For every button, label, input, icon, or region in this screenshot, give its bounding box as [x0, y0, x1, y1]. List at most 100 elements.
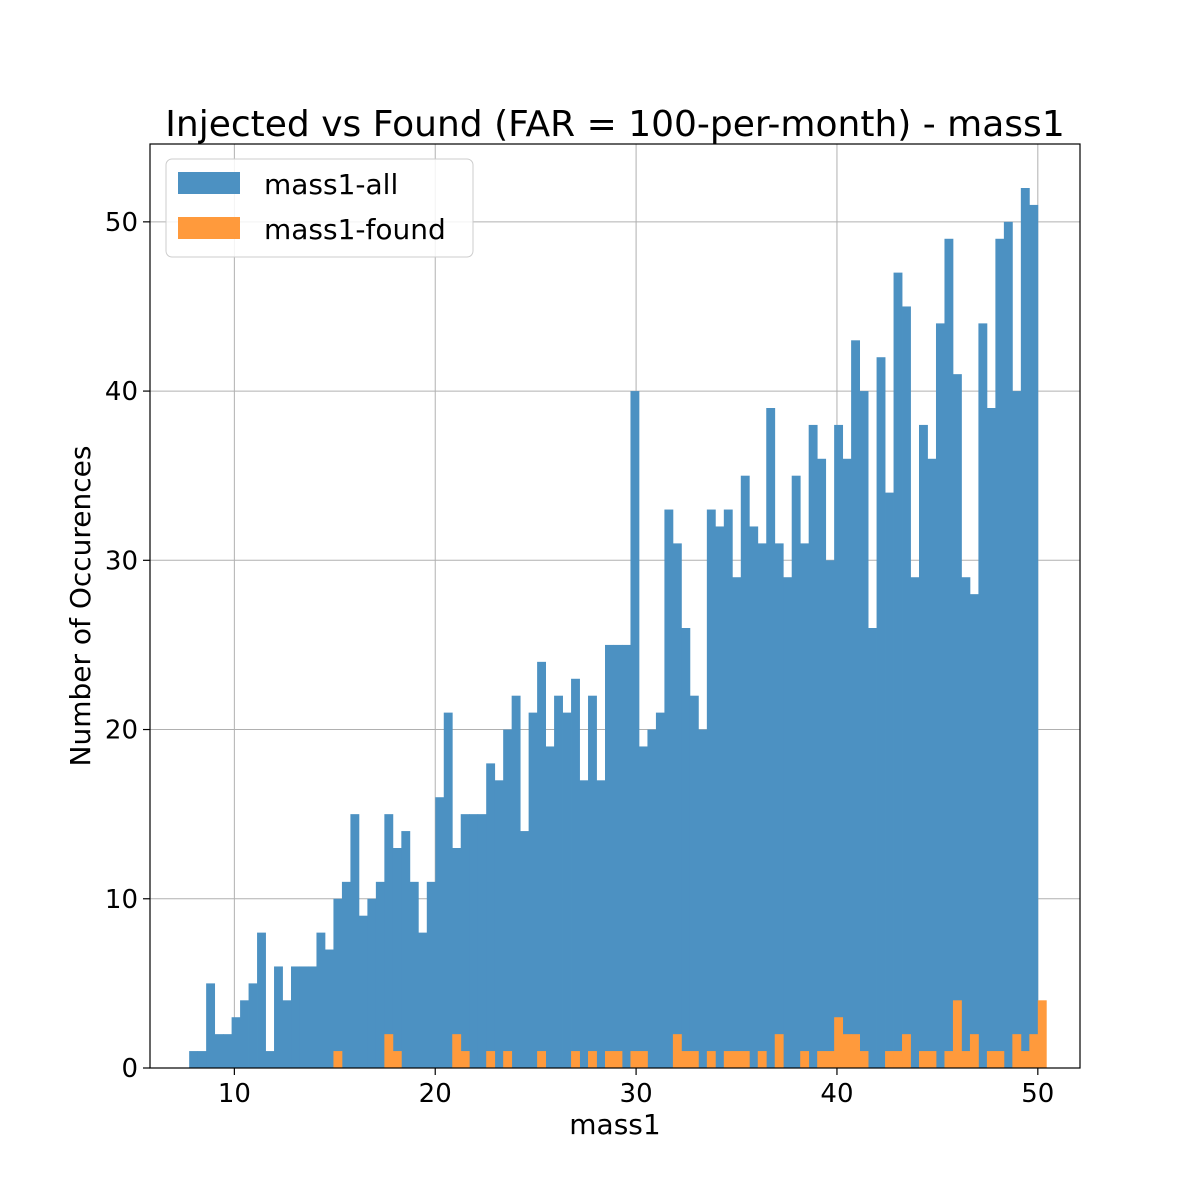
bar-mass1-all — [927, 458, 937, 1068]
bar-mass1-all — [324, 949, 334, 1068]
bar-mass1-found — [630, 1051, 640, 1068]
bar-mass1-found — [681, 1051, 691, 1068]
bar-mass1-all — [783, 577, 793, 1068]
bar-mass1-all — [486, 763, 496, 1068]
bar-mass1-found — [571, 1051, 580, 1068]
bar-mass1-all — [851, 340, 861, 1068]
bar-mass1-all — [588, 695, 597, 1068]
bar-mass1-all — [749, 526, 759, 1068]
bar-mass1-found — [672, 1034, 682, 1068]
bar-mass1-all — [299, 966, 309, 1068]
bar-mass1-all — [791, 475, 801, 1068]
bar-mass1-all — [231, 1017, 241, 1068]
bar-mass1-all — [528, 712, 538, 1068]
bar-mass1-all — [426, 881, 436, 1068]
y-tick-label: 10 — [105, 885, 138, 915]
bar-mass1-all — [961, 577, 971, 1068]
bar-mass1-all — [800, 543, 810, 1068]
y-tick-label: 50 — [105, 208, 138, 238]
bar-mass1-all — [223, 1034, 233, 1068]
bar-mass1-found — [952, 1000, 962, 1068]
bar-mass1-all — [808, 424, 818, 1068]
bar-mass1-all — [350, 814, 360, 1068]
x-tick-label: 20 — [419, 1079, 452, 1109]
bar-mass1-found — [834, 1017, 844, 1068]
bar-mass1-found — [537, 1051, 547, 1068]
bar-mass1-all — [418, 932, 428, 1068]
bar-mass1-all — [638, 746, 648, 1068]
bar-mass1-all — [995, 238, 1005, 1068]
bar-mass1-all — [834, 424, 844, 1068]
bar-mass1-found — [486, 1051, 496, 1068]
bar-mass1-found — [1012, 1034, 1022, 1068]
bar-mass1-all — [333, 898, 343, 1068]
y-axis-label: Number of Occurences — [64, 446, 97, 767]
bar-mass1-all — [214, 1034, 224, 1068]
bar-mass1-found — [851, 1034, 861, 1068]
bar-mass1-found — [893, 1051, 903, 1068]
bar-mass1-all — [494, 780, 504, 1068]
bar-mass1-all — [902, 306, 911, 1068]
bar-mass1-all — [460, 814, 470, 1068]
bar-mass1-found — [452, 1034, 462, 1068]
bar-mass1-all — [621, 644, 631, 1068]
bar-mass1-all — [291, 966, 300, 1068]
x-tick-label: 30 — [620, 1079, 653, 1109]
bar-mass1-found — [588, 1051, 597, 1068]
bar-mass1-all — [503, 729, 513, 1068]
bar-mass1-found — [740, 1051, 750, 1068]
bar-mass1-all — [978, 323, 988, 1068]
bar-mass1-all — [757, 543, 767, 1068]
bar-mass1-all — [307, 966, 317, 1068]
bar-mass1-all — [554, 695, 563, 1068]
bar-mass1-found — [919, 1051, 928, 1068]
bar-mass1-found — [605, 1051, 614, 1068]
bar-mass1-found — [842, 1034, 852, 1068]
bar-mass1-all — [664, 509, 674, 1068]
bar-mass1-found — [944, 1051, 954, 1068]
chart-title: Injected vs Found (FAR = 100-per-month) … — [165, 104, 1064, 145]
bar-mass1-found — [927, 1051, 937, 1068]
bar-mass1-all — [511, 695, 521, 1068]
bar-mass1-all — [885, 492, 894, 1069]
bar-mass1-all — [274, 966, 283, 1068]
bar-mass1-all — [206, 983, 216, 1068]
bar-mass1-all — [341, 881, 351, 1068]
y-tick-label: 40 — [105, 377, 138, 407]
bar-mass1-all — [613, 644, 623, 1068]
bar-mass1-all — [723, 509, 733, 1068]
bar-mass1-all — [469, 814, 479, 1068]
bar-mass1-found — [800, 1051, 810, 1068]
bar-mass1-all — [282, 1000, 292, 1068]
bar-mass1-found — [961, 1051, 971, 1068]
bar-mass1-all — [1029, 204, 1039, 1068]
bar-mass1-all — [596, 780, 606, 1068]
bar-mass1-all — [859, 391, 869, 1069]
bar-mass1-found — [706, 1051, 716, 1068]
bar-mass1-all — [876, 357, 886, 1068]
legend-swatch-mass1-all — [178, 172, 240, 194]
bar-mass1-all — [316, 932, 326, 1068]
bar-mass1-found — [460, 1051, 470, 1068]
bar-mass1-all — [969, 594, 979, 1068]
bar-mass1-found — [969, 1034, 979, 1068]
bar-mass1-all — [605, 644, 614, 1068]
bar-mass1-all — [647, 729, 657, 1068]
bar-mass1-found — [986, 1051, 996, 1068]
bar-mass1-all — [520, 831, 530, 1068]
bar-mass1-all — [740, 475, 750, 1068]
bar-mass1-all — [952, 374, 962, 1069]
bar-mass1-all — [443, 712, 453, 1068]
bar-mass1-all — [401, 831, 411, 1068]
bar-mass1-all — [842, 458, 852, 1068]
bar-mass1-found — [613, 1051, 623, 1068]
bar-mass1-found — [689, 1051, 699, 1068]
bar-mass1-all — [1012, 391, 1022, 1069]
bar-mass1-all — [384, 814, 394, 1068]
bar-mass1-all — [257, 932, 266, 1068]
bar-mass1-all — [477, 814, 487, 1068]
x-axis-label: mass1 — [569, 1108, 660, 1141]
bar-mass1-found — [825, 1051, 835, 1068]
bar-mass1-all — [435, 797, 445, 1068]
